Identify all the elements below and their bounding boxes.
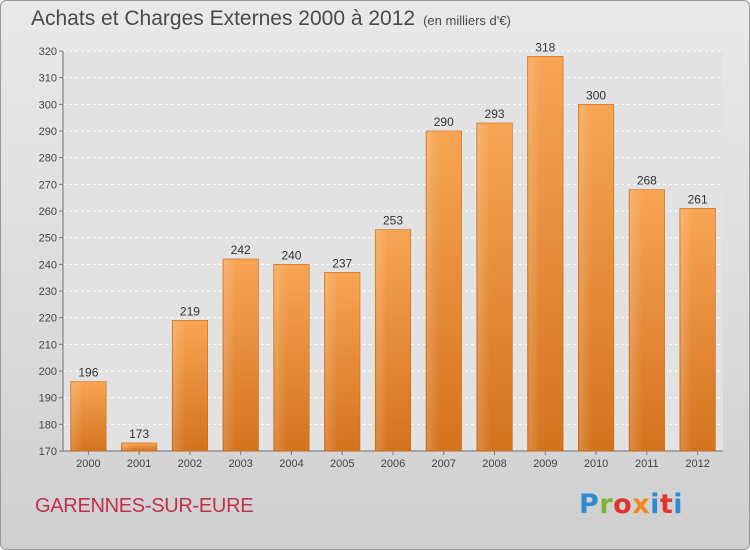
x-tick-label: 2001: [127, 458, 151, 470]
data-label: 237: [332, 256, 352, 270]
commune-name: GARENNES-SUR-EURE: [35, 495, 254, 517]
logo-letter: i: [673, 489, 684, 520]
bar-highlight: [376, 230, 389, 450]
x-tick-label: 2008: [482, 458, 506, 470]
title-text: Achats et Charges Externes 2000 à 2012: [31, 7, 416, 30]
data-label: 290: [434, 115, 454, 129]
bar-highlight: [680, 209, 694, 450]
data-label: 261: [688, 192, 708, 206]
bar-highlight: [223, 260, 237, 450]
x-tick-label: 2010: [584, 458, 608, 470]
y-tick-label: 260: [39, 206, 57, 218]
bar-highlight: [630, 190, 643, 450]
data-label: 196: [78, 366, 98, 380]
data-label: 173: [129, 427, 149, 441]
data-label: 293: [485, 107, 505, 121]
proxiti-logo: Proxiti: [579, 489, 683, 520]
y-tick-label: 210: [39, 339, 57, 351]
chart-title: Achats et Charges Externes 2000 à 2012 (e…: [31, 7, 511, 31]
unit-text: (en milliers d'€): [423, 13, 511, 28]
data-label: 300: [586, 88, 606, 102]
y-tick-label: 180: [39, 419, 57, 431]
x-tick-label: 2005: [330, 458, 354, 470]
logo-letter: o: [613, 489, 633, 520]
x-tick-label: 2006: [381, 458, 405, 470]
y-tick-label: 190: [39, 393, 57, 405]
y-tick-label: 170: [39, 446, 57, 458]
y-tick-label: 220: [39, 313, 57, 325]
x-tick-label: 2007: [432, 458, 456, 470]
x-tick-label: 2009: [533, 458, 557, 470]
data-label: 219: [180, 304, 200, 318]
logo-letter: x: [632, 489, 651, 520]
logo-letter: r: [599, 489, 614, 520]
x-tick-label: 2003: [228, 458, 252, 470]
y-tick-label: 270: [39, 179, 57, 191]
y-tick-label: 300: [39, 99, 57, 111]
data-label: 242: [231, 243, 251, 257]
bar-highlight: [528, 57, 541, 450]
data-label: 253: [383, 214, 403, 228]
x-tick-label: 2011: [635, 458, 659, 470]
logo-letter: P: [579, 489, 600, 520]
bar-highlight: [173, 321, 186, 450]
bar-highlight: [325, 273, 338, 450]
bar-highlight: [122, 444, 135, 450]
logo-letter: t: [659, 489, 674, 520]
y-tick-label: 280: [39, 153, 57, 165]
y-tick-label: 200: [39, 366, 57, 378]
y-tick-label: 310: [39, 73, 57, 85]
y-tick-label: 230: [39, 286, 57, 298]
bar-highlight: [579, 105, 592, 450]
y-tick-label: 290: [39, 126, 57, 138]
y-tick-label: 240: [39, 259, 57, 271]
data-label: 318: [535, 40, 555, 54]
data-label: 268: [637, 174, 657, 188]
bar-highlight: [274, 265, 288, 450]
y-tick-label: 320: [39, 46, 57, 58]
bar-highlight: [71, 382, 85, 450]
data-label: 240: [281, 248, 301, 262]
logo-letter: i: [650, 489, 660, 520]
y-tick-label: 250: [39, 233, 57, 245]
x-tick-label: 2000: [76, 458, 100, 470]
x-tick-label: 2002: [178, 458, 202, 470]
x-tick-label: 2012: [685, 458, 709, 470]
bar-highlight: [477, 124, 491, 450]
x-tick-label: 2004: [279, 458, 303, 470]
bar-highlight: [427, 132, 440, 450]
